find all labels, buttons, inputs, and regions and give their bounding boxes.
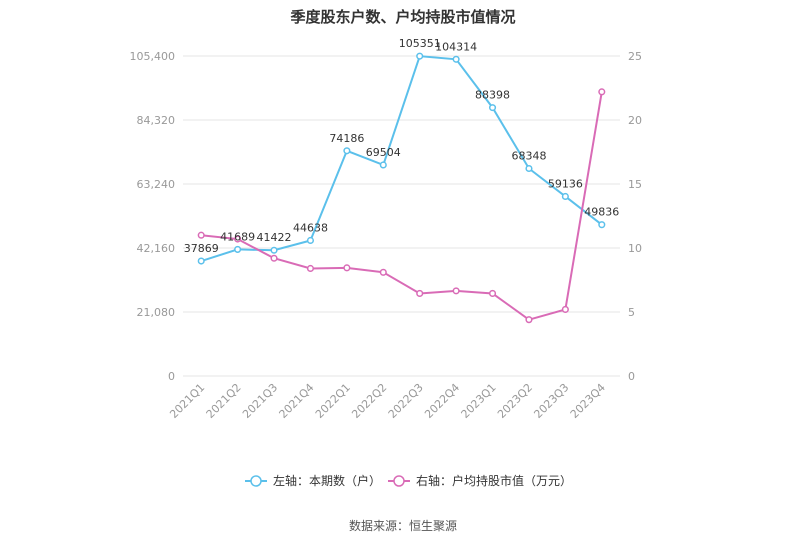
series-1-point: [270, 246, 278, 254]
data-label: 41422: [257, 231, 292, 244]
chart-title: 季度股东户数、户均持股市值情况: [290, 8, 515, 26]
left-tick-label: 42,160: [137, 242, 176, 255]
right-tick-label: 5: [628, 306, 635, 319]
left-axis: 0 21,080 42,160 63,240 84,320 105,400: [130, 50, 176, 383]
series-1-point: [234, 245, 242, 253]
series-2-point: [488, 289, 497, 297]
x-tick-label: 2021Q2: [204, 381, 244, 421]
legend-marker: [250, 475, 262, 487]
series-2-point: [234, 235, 242, 243]
series-1-point: [561, 192, 569, 201]
series-2-point: [452, 287, 460, 295]
left-tick-label: 63,240: [137, 178, 176, 191]
legend-label: 右轴：户均持股市值（万元）: [416, 473, 572, 488]
series-2-point: [598, 88, 606, 96]
series-2-point: [306, 264, 315, 273]
series-2-point: [197, 231, 205, 239]
x-tick-label: 2023Q2: [495, 381, 535, 421]
data-label: 104314: [435, 40, 477, 53]
data-label: 69504: [366, 146, 401, 159]
series-line-2: [201, 91, 603, 321]
x-tick-label: 2023Q3: [531, 381, 571, 421]
series-1-point: [306, 236, 315, 245]
legend[interactable]: 左轴：本期数（户） 右轴：户均持股市值（万元）: [245, 473, 572, 488]
x-tick-label: 2021Q1: [167, 381, 207, 421]
legend-item-1[interactable]: 左轴：本期数（户）: [245, 473, 381, 488]
series-lines: [200, 55, 603, 321]
left-tick-label: 105,400: [130, 50, 176, 63]
series-line-1: [200, 55, 603, 262]
data-label: 74186: [329, 132, 364, 145]
right-tick-label: 0: [628, 370, 635, 383]
right-tick-label: 25: [628, 50, 642, 63]
x-tick-label: 2022Q2: [349, 381, 389, 421]
series-1-point: [488, 104, 497, 112]
left-tick-label: 0: [168, 370, 175, 383]
series-1-point: [416, 52, 424, 60]
right-tick-label: 10: [628, 242, 642, 255]
left-tick-label: 84,320: [137, 114, 176, 127]
x-tick-label: 2021Q3: [240, 381, 280, 421]
series-points: [197, 52, 606, 324]
data-label: 59136: [548, 177, 583, 190]
series-2-point: [525, 316, 533, 324]
x-tick-label: 2021Q4: [277, 381, 317, 421]
x-tick-label: 2022Q4: [422, 381, 462, 421]
data-label: 44638: [293, 221, 328, 234]
x-tick-label: 2022Q3: [386, 381, 426, 421]
data-label: 68348: [511, 149, 546, 162]
x-axis: 2021Q12021Q22021Q32021Q42022Q12022Q22022…: [167, 381, 608, 421]
series-1-point: [379, 161, 387, 169]
legend-label: 左轴：本期数（户）: [273, 473, 381, 488]
data-label: 37869: [184, 242, 219, 255]
series-2-point: [343, 264, 351, 272]
legend-marker: [393, 475, 405, 487]
series-1-point: [598, 221, 606, 229]
x-tick-label: 2022Q1: [313, 381, 353, 421]
series-2-point: [270, 254, 278, 262]
data-label: 49836: [584, 206, 619, 219]
series-1-point: [452, 55, 460, 63]
x-tick-label: 2023Q4: [568, 381, 608, 421]
series-2-point: [379, 268, 387, 276]
series-2-point: [561, 305, 569, 313]
right-tick-label: 20: [628, 114, 642, 127]
series-2-point: [416, 289, 424, 297]
source-note: 数据来源：恒生聚源: [349, 518, 457, 533]
grid: [183, 55, 620, 377]
left-tick-label: 21,080: [137, 306, 176, 319]
series-1-point: [197, 257, 205, 265]
data-label: 88398: [475, 89, 510, 102]
legend-item-2[interactable]: 右轴：户均持股市值（万元）: [388, 473, 572, 488]
data-label: 105351: [399, 37, 441, 50]
right-tick-label: 15: [628, 178, 642, 191]
right-axis: 0 5 10 15 20 25: [628, 50, 642, 383]
series-1-point: [525, 164, 533, 173]
series-1-point: [343, 147, 351, 155]
data-label: 41689: [220, 230, 255, 243]
x-tick-label: 2023Q1: [459, 381, 499, 421]
